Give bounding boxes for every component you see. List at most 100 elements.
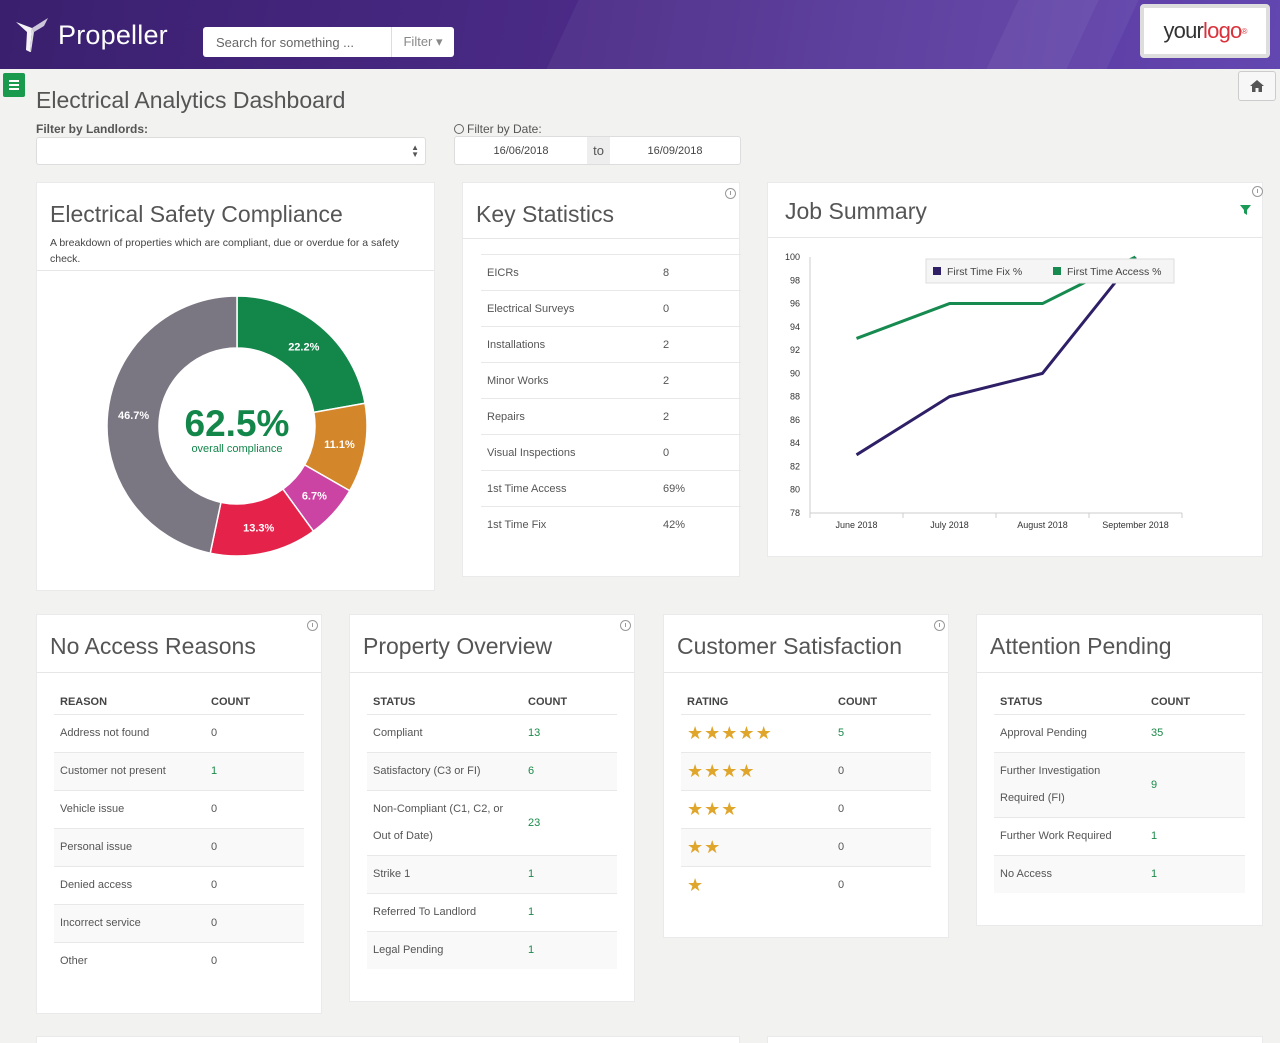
property-overview-table: STATUS COUNT Compliant 13 Satisfactory (C3… xyxy=(367,684,617,969)
star-icon: ★ xyxy=(687,760,705,781)
star-icon: ★ xyxy=(687,836,705,857)
info-icon[interactable] xyxy=(620,620,631,631)
brand-name: Propeller xyxy=(58,19,168,50)
donut-slice-label: 6.7% xyxy=(302,491,327,503)
stat-value: 0 xyxy=(663,446,670,459)
home-button[interactable] xyxy=(1238,71,1276,101)
table-row: Non-Compliant (C1, C2, or Out of Date) 23 xyxy=(367,789,617,855)
date-range: 16/06/2018 to 16/09/2018 xyxy=(454,136,741,165)
donut-slice[interactable] xyxy=(236,295,366,414)
reason-label: Personal issue xyxy=(54,827,205,866)
property-overview-title: Property Overview xyxy=(363,633,553,659)
status-label: Compliant xyxy=(367,713,522,752)
table-row: Vehicle issue 0 xyxy=(54,789,304,828)
info-icon[interactable] xyxy=(1252,186,1263,197)
date-from-input[interactable]: 16/06/2018 xyxy=(493,144,549,157)
stat-value: 8 xyxy=(663,266,670,279)
date-filter-label-text: Filter by Date: xyxy=(467,122,542,136)
reason-count: 0 xyxy=(205,713,304,752)
rating-count: 0 xyxy=(832,865,931,904)
reason-label: Incorrect service xyxy=(54,903,205,942)
reason-label: Denied access xyxy=(54,865,205,904)
y-tick-label: 86 xyxy=(790,415,800,425)
star-icon: ★ xyxy=(721,760,739,781)
table-row: Further Work Required 1 xyxy=(994,816,1245,855)
customer-satisfaction-title: Customer Satisfaction xyxy=(677,633,902,659)
column-header-count: COUNT xyxy=(211,695,251,708)
status-count: 9 xyxy=(1145,751,1245,817)
stat-label: 1st Time Access xyxy=(487,482,567,495)
no-access-table: REASON COUNT Address not found 0 Customer … xyxy=(54,684,304,980)
star-icon: ★ xyxy=(687,722,705,743)
x-tick-label: August 2018 xyxy=(1017,520,1068,530)
compliance-center-value: 62.5% xyxy=(184,403,290,444)
y-tick-label: 88 xyxy=(790,392,800,402)
star-icon: ★ xyxy=(755,722,773,743)
customer-satisfaction-header xyxy=(664,615,948,673)
info-icon[interactable] xyxy=(934,620,945,631)
propeller-icon xyxy=(16,18,48,52)
y-tick-label: 96 xyxy=(790,299,800,309)
donut-slice-label: 11.1% xyxy=(324,439,355,451)
info-icon[interactable] xyxy=(307,620,318,631)
reason-count: 0 xyxy=(205,789,304,828)
customer-satisfaction-panel: Customer Satisfaction RATING COUNT ★★★★★… xyxy=(663,614,949,938)
menu-toggle-button[interactable] xyxy=(3,73,25,97)
landlord-select[interactable]: ▲ ▼ xyxy=(36,137,426,165)
stat-row: 1st Time Access 69% xyxy=(481,470,741,507)
stat-row: Installations 2 xyxy=(481,326,741,363)
status-count: 35 xyxy=(1145,713,1245,752)
column-header-reason: REASON xyxy=(60,695,108,708)
attention-pending-panel: Attention Pending STATUS COUNT Approval … xyxy=(976,614,1263,926)
table-row: Legal Pending 1 xyxy=(367,930,617,969)
job-summary-panel: Job Summary 100 98 96 94 92 90 88 86 84 82 80 78 Jun… xyxy=(767,182,1263,557)
table-row: ★★★★ 0 xyxy=(681,751,931,790)
series-line xyxy=(855,256,1137,457)
y-tick-label: 94 xyxy=(790,322,800,332)
date-to-separator: to xyxy=(587,137,610,164)
table-row: ★★ 0 xyxy=(681,827,931,866)
column-header-status: STATUS xyxy=(1000,695,1043,708)
x-tick-label: September 2018 xyxy=(1102,520,1169,530)
rating-count: 0 xyxy=(832,827,931,866)
rating-count: 0 xyxy=(832,789,931,828)
table-row: Further Investigation Required (FI) 9 xyxy=(994,751,1245,817)
rating-count: 5 xyxy=(832,713,931,752)
status-label: Satisfactory (C3 or FI) xyxy=(367,751,522,790)
key-statistics-panel: Key Statistics EICRs 8 Electrical Surveys 0… xyxy=(462,182,741,577)
search-input[interactable] xyxy=(203,27,391,57)
info-icon[interactable] xyxy=(725,188,736,199)
donut-slice-label: 46.7% xyxy=(118,410,149,422)
status-label: Further Investigation Required (FI) xyxy=(994,751,1145,817)
status-count: 1 xyxy=(1145,854,1245,893)
y-tick-label: 98 xyxy=(790,275,800,285)
star-icon: ★ xyxy=(704,760,722,781)
status-label: No Access xyxy=(994,854,1145,893)
brand-logo[interactable]: Propeller xyxy=(14,16,168,54)
donut-slice-label: 22.2% xyxy=(288,341,319,353)
key-statistics-header xyxy=(463,183,739,239)
stat-row: Repairs 2 xyxy=(481,398,741,435)
reason-label: Address not found xyxy=(54,713,205,752)
stat-label: Electrical Surveys xyxy=(487,302,575,315)
table-row: Approval Pending 35 xyxy=(994,713,1245,752)
y-tick-label: 84 xyxy=(790,438,800,448)
stat-row: Visual Inspections 0 xyxy=(481,434,741,471)
stat-value: 2 xyxy=(663,374,670,387)
filter-funnel-icon[interactable] xyxy=(1240,205,1251,215)
donut-slice[interactable] xyxy=(106,295,238,555)
star-icon: ★ xyxy=(738,760,756,781)
filter-dropdown-button[interactable]: Filter ▾ xyxy=(391,27,454,57)
compliance-donut-chart: 22.2% 11.1% 6.7% 13.3% 46.7% xyxy=(106,295,368,557)
job-summary-header xyxy=(768,183,1262,238)
legend-label: First Time Fix % xyxy=(947,266,1022,278)
logo-registered: ® xyxy=(1241,26,1247,36)
rating-stars: ★★ xyxy=(681,827,832,866)
rating-stars: ★ xyxy=(681,865,832,904)
property-overview-header xyxy=(350,615,634,673)
date-to-input[interactable]: 16/09/2018 xyxy=(647,144,703,157)
status-label: Further Work Required xyxy=(994,816,1145,855)
status-count: 1 xyxy=(522,930,617,969)
status-label: Legal Pending xyxy=(367,930,522,969)
logo-your: your xyxy=(1163,18,1204,43)
